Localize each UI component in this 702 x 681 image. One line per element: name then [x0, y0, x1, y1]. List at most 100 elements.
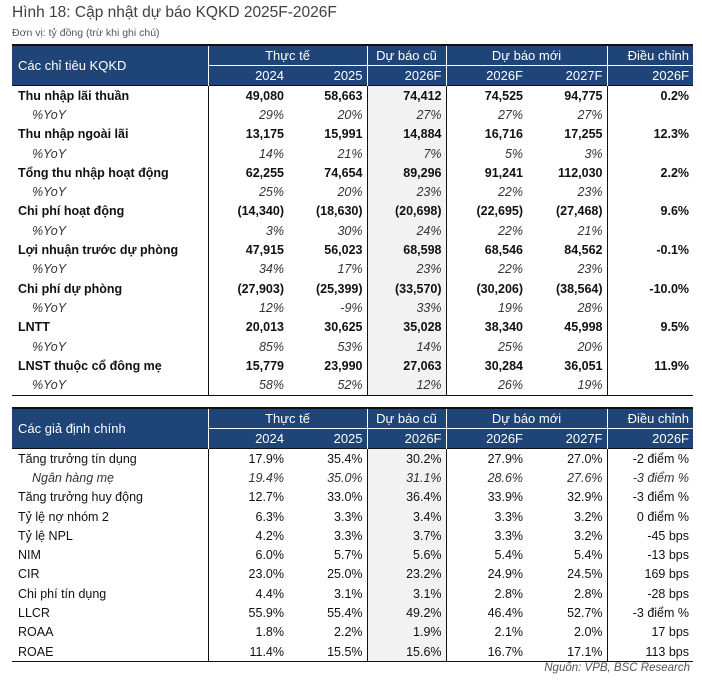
cell-value: 2.8% — [445, 584, 528, 604]
row-label: CIR — [18, 567, 40, 582]
table-row: Chi phí tín dụng 4.4% 3.1% 3.1% 2.8% 2.8% -28 … — [12, 584, 694, 604]
table-row: %YoY 34% 17% 23% 22% 23% — [12, 259, 694, 279]
table-row: NIM 6.0% 5.7% 5.6% 5.4% 5.4% -13 bps — [12, 545, 694, 565]
row-label: %YoY — [32, 300, 67, 315]
cell-value: 12.3% — [606, 124, 694, 144]
table-row: Ngân hàng mẹ 19.4% 35.0% 31.1% 28.6% 27.6% -3 … — [12, 468, 694, 488]
cell-value: (38,564) — [555, 281, 603, 296]
cell-value: 49,080 — [207, 85, 288, 106]
year-header: 2026F — [366, 65, 447, 86]
cell-value: 49.2% — [366, 603, 447, 623]
year-header: 2026F — [445, 428, 528, 449]
table-row: Lợi nhuận trước dự phòng 47,915 56,023 68,5… — [12, 240, 694, 260]
cell-value: 5.6% — [366, 545, 447, 565]
cell-value: 14,884 — [366, 124, 447, 144]
cell-value: 112,030 — [558, 165, 603, 180]
cell-value: 23,990 — [324, 358, 363, 373]
cell-value: 38,340 — [445, 317, 528, 337]
table-row: %YoY 12% -9% 33% 19% 28% — [12, 298, 694, 318]
group-actual: Thực tế — [207, 44, 368, 66]
group-new-forecast: Dự báo mới — [445, 44, 608, 66]
cell-value: 68,546 — [445, 240, 528, 260]
cell-value: -13 bps — [606, 545, 694, 565]
cell-value: 5.4% — [445, 545, 528, 565]
row-label: Thu nhập lãi thuần — [12, 85, 208, 106]
row-label: %YoY — [32, 107, 67, 122]
cell-value: 27.9% — [445, 448, 528, 469]
group-adjustment: Điều chỉnh — [606, 44, 694, 66]
business-results-table: Các chỉ tiêu KQKD Thực tế Dự báo cũ Dự báo … — [12, 44, 694, 396]
cell-value: 0.2% — [606, 85, 694, 106]
cell-value: (30,206) — [445, 278, 528, 299]
cell-value — [606, 105, 694, 125]
cell-value: 3.3% — [445, 506, 528, 527]
cell-value: 23.2% — [366, 564, 447, 585]
cell-value: 20% — [577, 339, 603, 354]
cell-value: 25.0% — [327, 567, 363, 582]
cell-value: 3.1% — [334, 586, 363, 601]
year-header: 2025 — [288, 428, 368, 449]
year-header: 2024 — [207, 428, 288, 449]
cell-value: 5% — [445, 143, 528, 164]
cell-value: 36,051 — [564, 358, 603, 373]
cell-value: 24.9% — [445, 564, 528, 585]
cell-value: 74,654 — [324, 165, 363, 180]
cell-value: 33% — [366, 298, 447, 318]
cell-value: 22% — [445, 182, 528, 202]
cell-value: 35.0% — [327, 470, 363, 485]
cell-value: 35,028 — [366, 317, 447, 337]
cell-value: 30% — [337, 223, 363, 238]
row-label: ROAA — [18, 625, 54, 640]
cell-value: 17,255 — [564, 127, 603, 142]
table-row: CIR 23.0% 25.0% 23.2% 24.9% 24.5% 169 bps — [12, 564, 694, 585]
row-label: Lợi nhuận trước dự phòng — [18, 243, 179, 258]
cell-value: 2.2% — [606, 163, 694, 183]
cell-value: 2.8% — [574, 586, 603, 601]
cell-value: 3.3% — [445, 526, 528, 546]
cell-value: 33.0% — [327, 490, 363, 505]
cell-value: 46.4% — [445, 603, 528, 623]
row-label: Tăng trưởng huy động — [18, 490, 143, 505]
cell-value: 27.6% — [567, 470, 603, 485]
cell-value: 52.7% — [567, 606, 603, 621]
cell-value: 3.7% — [366, 526, 447, 546]
cell-value: 89,296 — [366, 163, 447, 183]
cell-value: 23% — [366, 182, 447, 202]
year-header: 2024 — [207, 65, 288, 86]
cell-value: 28.6% — [445, 468, 528, 488]
table-row: Tỷ lệ nợ nhóm 2 6.3% 3.3% 3.4% 3.3% 3.2% 0 điể… — [12, 506, 694, 527]
cell-value: 24.5% — [567, 567, 603, 582]
cell-value: 6.0% — [207, 545, 288, 565]
cell-value — [606, 259, 694, 279]
cell-value: 53% — [337, 339, 363, 354]
cell-value: 19% — [527, 375, 608, 396]
table-row: Tăng trưởng tín dụng 17.9% 35.4% 30.2% 27.9%… — [12, 448, 694, 469]
cell-value: -3 điểm % — [606, 487, 694, 507]
cell-value: 1.9% — [366, 622, 447, 642]
cell-value: 35.4% — [288, 448, 368, 469]
cell-value: 27% — [366, 105, 447, 125]
cell-value: 20% — [337, 185, 363, 200]
cell-value: 11.9% — [606, 356, 694, 376]
year-header: 2027F — [527, 428, 608, 449]
cell-value: 15,779 — [207, 356, 288, 376]
cell-value: 55.4% — [327, 606, 363, 621]
cell-value: 17% — [337, 262, 363, 277]
row-label: %YoY — [12, 375, 208, 396]
cell-value: 9.6% — [606, 201, 694, 222]
cell-value: 74,412 — [366, 85, 447, 106]
figure-title: Hình 18: Cập nhật dự báo KQKD 2025F-2026… — [12, 4, 337, 21]
year-header: 2027F — [527, 65, 608, 86]
row-label: %YoY — [32, 223, 67, 238]
cell-value: 56,023 — [324, 243, 363, 258]
table-row: LNST thuộc cổ đông mẹ 15,779 23,990 27,063 3… — [12, 356, 694, 376]
cell-value: -45 bps — [606, 526, 694, 546]
cell-value: 26% — [445, 375, 528, 396]
cell-value: 0 điểm % — [606, 506, 694, 527]
row-label: Chi phí dự phòng — [18, 281, 123, 296]
cell-value: 22% — [445, 221, 528, 241]
cell-value: 29% — [207, 105, 288, 125]
row-label: Thu nhập ngoài lãi — [18, 127, 129, 142]
cell-value: -3 điểm % — [606, 468, 694, 488]
cell-value: (20,698) — [366, 201, 447, 222]
